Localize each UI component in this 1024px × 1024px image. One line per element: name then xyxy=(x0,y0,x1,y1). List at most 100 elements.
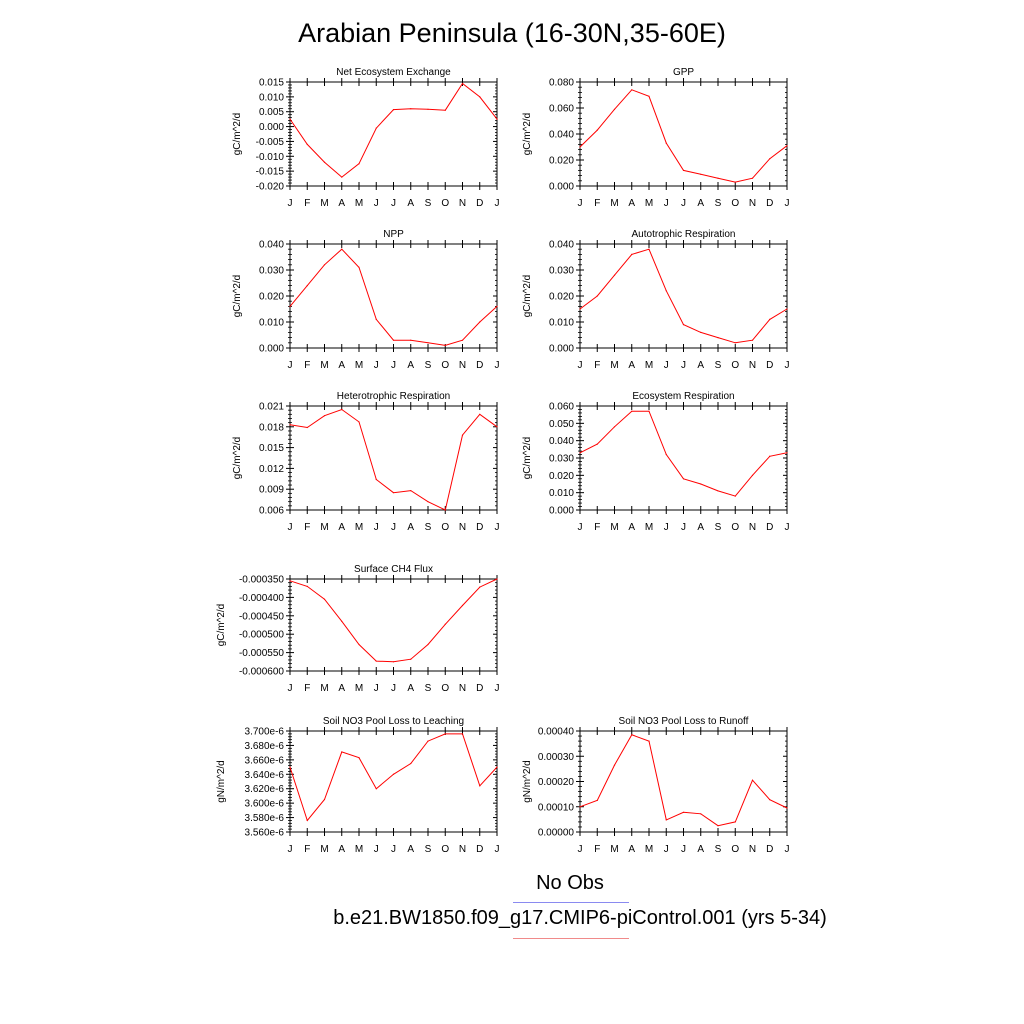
x-tick-label: F xyxy=(594,198,600,209)
x-tick-label: A xyxy=(407,844,414,855)
data-point xyxy=(410,108,412,110)
data-point xyxy=(306,143,308,145)
data-point xyxy=(427,108,429,110)
data-point xyxy=(613,274,616,276)
data-point xyxy=(341,751,343,753)
chart-title: Ecosystem Respiration xyxy=(632,391,734,402)
x-tick-label: J xyxy=(374,360,379,371)
y-tick-label: 3.640e-6 xyxy=(245,770,285,781)
x-tick-label: A xyxy=(338,844,345,855)
x-tick-label: A xyxy=(338,683,345,694)
data-point xyxy=(648,740,650,742)
x-tick-label: J xyxy=(664,360,669,371)
y-tick-label: -0.000450 xyxy=(239,611,284,622)
data-point xyxy=(444,509,446,511)
x-tick-label: J xyxy=(681,360,686,371)
y-tick-label: 0.012 xyxy=(259,464,284,475)
x-tick-label: J xyxy=(391,522,396,533)
x-tick-label: J xyxy=(288,683,293,694)
series-line xyxy=(289,733,498,822)
data-point xyxy=(717,177,719,179)
x-tick-label: D xyxy=(476,198,483,209)
y-tick-label: 0.020 xyxy=(549,156,574,167)
x-tick-label: M xyxy=(645,844,653,855)
x-tick-label: S xyxy=(425,683,432,694)
series-line xyxy=(289,82,498,178)
x-tick-label: A xyxy=(338,522,345,533)
x-tick-label: S xyxy=(715,198,722,209)
y-tick-label: 0.015 xyxy=(259,443,284,454)
plot-frame xyxy=(289,730,498,833)
data-point xyxy=(734,495,736,497)
x-tick-label: M xyxy=(320,360,328,371)
data-point xyxy=(734,181,736,183)
chart-title: Autotrophic Respiration xyxy=(632,229,736,240)
x-tick-label: J xyxy=(578,198,583,209)
y-tick-label: 0.021 xyxy=(259,402,284,413)
y-tick-label: -0.000350 xyxy=(239,575,284,586)
x-tick-label: M xyxy=(355,198,363,209)
x-tick-label: J xyxy=(374,683,379,694)
data-point xyxy=(579,452,581,454)
y-tick-label: 0.080 xyxy=(549,78,574,89)
x-tick-label: N xyxy=(749,844,756,855)
data-point xyxy=(341,408,343,411)
y-tick-label: 0.010 xyxy=(549,488,574,499)
data-point xyxy=(786,807,788,809)
x-tick-label: D xyxy=(476,683,483,694)
data-point xyxy=(613,426,616,428)
data-point xyxy=(769,318,771,320)
data-point xyxy=(461,339,464,341)
y-tick-label: 0.00000 xyxy=(538,828,575,839)
y-tick-label: 3.560e-6 xyxy=(245,828,285,839)
y-axis-label: gC/m^2/d xyxy=(522,275,533,318)
chart-title: Surface CH4 Flux xyxy=(354,564,433,575)
x-tick-label: J xyxy=(374,844,379,855)
data-point xyxy=(289,118,291,120)
chart-panel-7: Surface CH4 Flux gC/m^2/d -0.000350 -0.0004… xyxy=(216,564,500,694)
data-point xyxy=(427,740,429,742)
data-point xyxy=(306,585,308,587)
y-tick-label: 0.000 xyxy=(259,122,284,133)
data-point xyxy=(631,410,633,412)
data-point xyxy=(444,109,446,111)
data-point xyxy=(410,762,412,765)
y-axis-label: gN/m^2/d xyxy=(216,760,227,803)
x-tick-label: J xyxy=(681,522,686,533)
data-point xyxy=(786,145,788,147)
x-tick-label: J xyxy=(785,360,790,371)
y-tick-label: 0.006 xyxy=(259,506,284,517)
x-tick-label: M xyxy=(610,360,618,371)
chart-panel-5: Heterotrophic Respiration gC/m^2/d 0.021 0.… xyxy=(232,391,500,533)
x-tick-label: N xyxy=(459,683,466,694)
plot-frame xyxy=(579,405,788,511)
data-point xyxy=(496,766,498,768)
data-point xyxy=(289,424,291,426)
x-tick-label: M xyxy=(610,844,618,855)
series-line xyxy=(289,408,498,511)
data-point xyxy=(496,118,498,120)
series-line xyxy=(579,248,788,344)
data-point xyxy=(496,426,498,428)
data-point xyxy=(579,146,581,148)
y-tick-label: -0.000550 xyxy=(239,648,284,659)
x-tick-label: M xyxy=(355,522,363,533)
data-point xyxy=(410,489,412,492)
y-tick-label: 0.040 xyxy=(259,240,284,251)
y-tick-label: 0.009 xyxy=(259,485,284,496)
data-point xyxy=(289,305,291,307)
data-point xyxy=(358,757,360,759)
plot-frame xyxy=(289,405,498,511)
data-point xyxy=(496,305,498,307)
y-tick-label: 0.00020 xyxy=(538,777,575,788)
series-line xyxy=(289,248,498,346)
x-tick-label: J xyxy=(785,198,790,209)
chart-panel-4: Autotrophic Respiration gC/m^2/d 0.040 0.03… xyxy=(522,229,790,371)
x-tick-label: F xyxy=(304,198,310,209)
chart-title: Soil NO3 Pool Loss to Leaching xyxy=(323,716,464,727)
data-point xyxy=(717,337,719,339)
x-tick-label: O xyxy=(441,198,449,209)
y-tick-label: 0.020 xyxy=(549,471,574,482)
x-tick-label: F xyxy=(594,844,600,855)
